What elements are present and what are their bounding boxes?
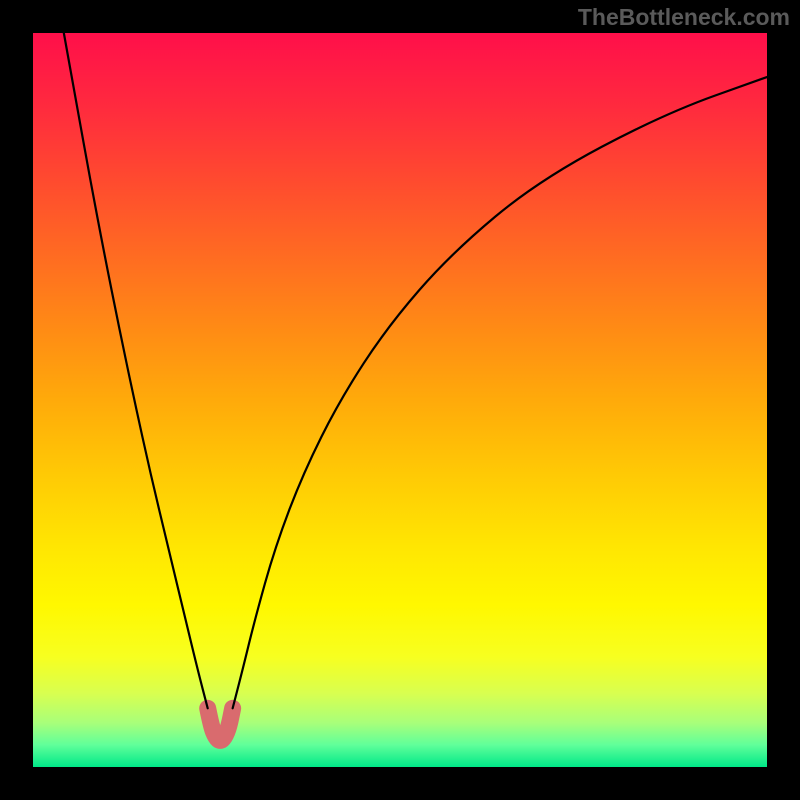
chart-frame: TheBottleneck.com: [0, 0, 800, 800]
gradient-background: [33, 33, 767, 767]
watermark-text: TheBottleneck.com: [578, 4, 790, 31]
bottleneck-chart: [0, 0, 800, 800]
